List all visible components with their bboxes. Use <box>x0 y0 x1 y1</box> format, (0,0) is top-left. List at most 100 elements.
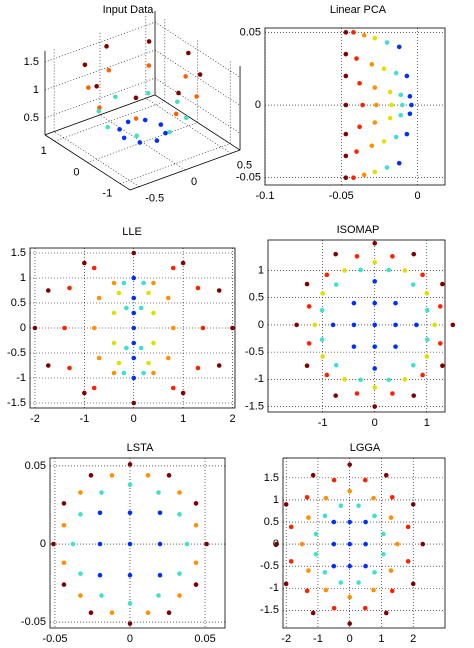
point <box>97 541 103 547</box>
point <box>82 62 88 68</box>
point <box>88 473 94 478</box>
point <box>331 563 337 569</box>
point <box>306 341 312 346</box>
point <box>342 268 347 273</box>
point <box>167 129 172 135</box>
point <box>351 175 356 181</box>
point <box>216 288 222 293</box>
point <box>288 559 294 564</box>
point <box>131 375 137 381</box>
grid-line <box>87 122 198 163</box>
point <box>356 580 361 585</box>
x-tick-label: 2 <box>410 633 416 643</box>
grid-line <box>99 114 186 171</box>
point <box>131 310 137 316</box>
point <box>180 390 186 396</box>
point <box>372 120 378 125</box>
point <box>62 325 67 331</box>
point <box>347 541 353 547</box>
point <box>313 531 319 537</box>
grid-line <box>53 131 140 187</box>
point <box>173 111 179 117</box>
point <box>347 563 353 569</box>
point <box>156 593 161 598</box>
point <box>319 307 325 313</box>
point <box>354 391 360 396</box>
point <box>319 337 325 342</box>
point <box>195 365 201 371</box>
y-tick-label: 0 <box>40 538 46 550</box>
point <box>177 571 182 576</box>
point <box>105 124 110 130</box>
point <box>372 279 378 284</box>
point <box>395 541 400 547</box>
point <box>45 363 51 368</box>
point <box>343 175 349 181</box>
point <box>154 138 160 143</box>
x-tick-label: -0.5 <box>145 193 164 205</box>
point <box>166 610 172 616</box>
point <box>398 92 404 98</box>
grid-line <box>145 97 232 154</box>
point <box>405 559 411 564</box>
point <box>166 295 171 301</box>
point <box>109 473 115 478</box>
point <box>351 300 357 306</box>
point <box>156 490 161 495</box>
point <box>404 131 410 137</box>
point <box>390 254 395 259</box>
z-tick-label: 1.5 <box>24 56 39 68</box>
x-tick-label: -0.05 <box>42 633 67 643</box>
point <box>170 385 176 391</box>
point <box>393 344 398 349</box>
grid-line <box>120 143 231 184</box>
point <box>410 362 416 368</box>
x-tick-label: 0 <box>127 633 133 643</box>
point <box>158 122 164 127</box>
point <box>151 340 156 346</box>
axes-frame <box>264 27 446 186</box>
point <box>393 70 399 76</box>
x-tick-label: 1 <box>424 417 430 429</box>
point <box>372 85 378 90</box>
point <box>357 80 362 86</box>
point <box>372 240 378 246</box>
point <box>440 363 445 369</box>
point <box>106 67 112 73</box>
point <box>338 503 344 508</box>
point <box>131 275 137 281</box>
point <box>393 322 398 328</box>
point <box>438 304 443 309</box>
grid-line <box>154 21 241 78</box>
grid-line <box>154 49 241 106</box>
point <box>343 102 349 108</box>
point <box>361 32 367 38</box>
point <box>177 593 182 598</box>
point <box>381 66 387 72</box>
point <box>331 541 337 547</box>
y-tick-label: 1.5 <box>264 472 279 484</box>
point <box>331 477 337 483</box>
point <box>389 102 394 108</box>
point <box>145 610 151 616</box>
point <box>51 541 56 547</box>
y-tick-label: -1.5 <box>7 397 26 409</box>
y-tick-label: 0 <box>258 319 264 331</box>
point <box>78 512 83 517</box>
point <box>351 322 357 328</box>
point <box>197 72 203 77</box>
point <box>390 391 395 396</box>
point <box>358 377 363 383</box>
chart-title: LGGA <box>350 442 381 454</box>
point <box>331 519 337 525</box>
point <box>91 385 97 391</box>
y-tick-label: -0.5 <box>245 346 264 358</box>
y-tick-label: 1.5 <box>11 247 26 259</box>
y-tick-label: -0.5 <box>7 347 26 359</box>
y-tick-label: 0.5 <box>11 297 26 309</box>
point <box>157 541 163 547</box>
point <box>347 594 353 600</box>
point <box>121 280 127 286</box>
point <box>157 510 163 516</box>
point <box>404 73 410 79</box>
